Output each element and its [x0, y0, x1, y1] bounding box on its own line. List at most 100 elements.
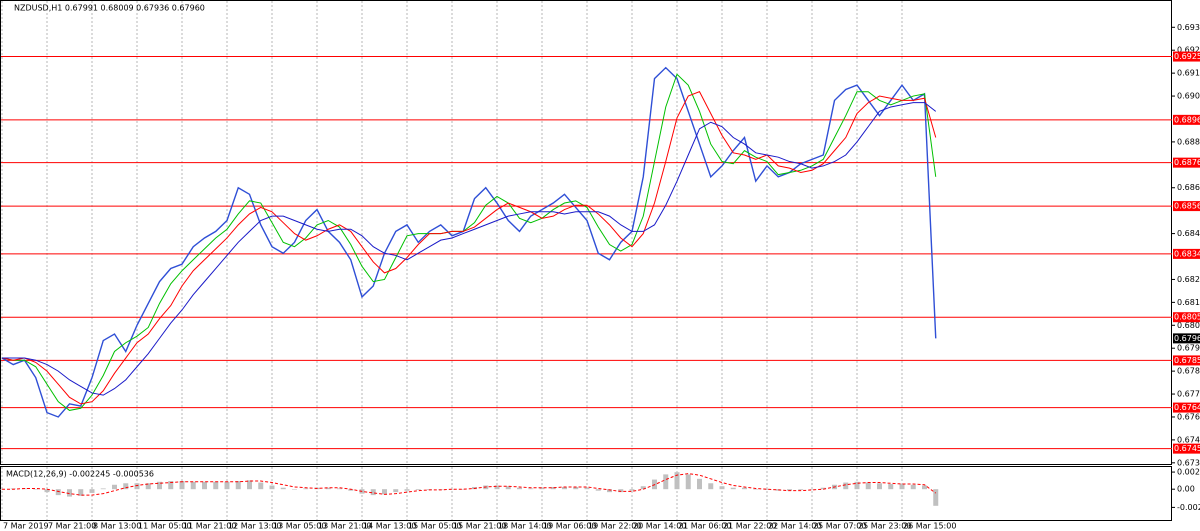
x-tick-label: 18 Mar 14:00	[498, 522, 551, 531]
x-tick-label: 25 Mar 23:00	[858, 522, 911, 531]
macd-bar	[922, 485, 927, 490]
macd-bar	[697, 478, 702, 490]
chart-title: NZDUSD,H1 0.67991 0.68009 0.67936 0.6796…	[14, 4, 205, 13]
macd-bar	[280, 487, 286, 490]
macd-bar	[764, 489, 770, 490]
level-label: 0.67643	[1174, 403, 1200, 412]
macd-bar	[787, 489, 792, 491]
x-tick-label: 11 Mar 21:00	[183, 522, 236, 531]
x-tick-label: 20 Mar 14:00	[633, 522, 686, 531]
level-label-bg	[1173, 443, 1200, 454]
level-label: 0.68347	[1174, 249, 1200, 258]
y-tick-label: 0.00	[1177, 485, 1195, 494]
x-tick-label: 13 Mar 21:00	[318, 522, 371, 531]
macd-bar	[877, 483, 882, 490]
macd-bar	[584, 487, 590, 490]
macd-bar	[854, 481, 860, 490]
y-tick-label: -0.00246	[1177, 503, 1200, 512]
macd-bar	[865, 482, 871, 490]
macd-bar	[730, 487, 736, 490]
y-tick-label: 0.68650	[1177, 183, 1200, 192]
macd-bar	[888, 484, 894, 490]
macd-bar	[292, 489, 297, 490]
macd-bar	[44, 489, 50, 493]
macd-bar	[134, 483, 140, 490]
macd-bar	[539, 487, 545, 490]
macd-bar	[348, 489, 354, 491]
macd-bar	[269, 485, 275, 490]
y-tick-label: 0.68860	[1177, 137, 1200, 146]
main-frame	[0, 0, 1172, 465]
macd-bar	[145, 483, 151, 490]
y-tick-label: 0.67600	[1177, 412, 1200, 421]
macd-bar	[78, 489, 84, 496]
macd-bar	[179, 481, 185, 490]
macd-bar	[370, 489, 376, 496]
y-tick-label: 0.67705	[1177, 390, 1200, 399]
y-tick-label: 0.002315	[1177, 468, 1200, 477]
macd-bar	[213, 481, 219, 490]
macd-bar	[325, 487, 331, 490]
y-tick-label: 0.69385	[1177, 23, 1200, 32]
macd-bar	[235, 481, 241, 490]
plot	[0, 66, 939, 506]
level-label: 0.68566	[1174, 202, 1200, 211]
current-price-bg	[1173, 333, 1200, 344]
macd-bar	[663, 474, 669, 490]
macd-bar	[820, 487, 826, 490]
level-label-bg	[1173, 51, 1200, 62]
x-tick-label: 15 Mar 21:00	[453, 522, 506, 531]
x-tick-label: 25 Mar 07:00	[813, 522, 866, 531]
macd-bar	[517, 487, 522, 490]
level-label-bg	[1173, 157, 1200, 168]
level-label-bg	[1173, 402, 1200, 413]
x-tick-label: 19 Mar 22:00	[588, 522, 641, 531]
level-label-bg	[1173, 355, 1200, 366]
y-tick-label: 0.69070	[1177, 92, 1200, 101]
x-tick-label: 8 Mar 13:00	[93, 522, 141, 531]
x-tick-label: 21 Mar 06:00	[678, 522, 731, 531]
level-label: 0.68765	[1174, 158, 1200, 167]
macd-bar	[67, 489, 72, 497]
macd-bar	[224, 481, 230, 490]
macd-bar	[607, 489, 612, 493]
macd-bar	[505, 486, 511, 490]
y-tick-label: 0.68230	[1177, 275, 1200, 284]
macd-frame	[0, 466, 1172, 521]
macd-bar	[55, 489, 61, 496]
macd-bar	[202, 481, 207, 490]
macd-bar	[123, 483, 129, 490]
macd-bar	[708, 483, 714, 490]
macd-bar	[933, 489, 939, 506]
x-tick-label: 7 Mar 2019	[3, 522, 49, 531]
macd-bar	[449, 489, 455, 490]
macd-bar	[595, 489, 601, 491]
level-label-bg	[1173, 248, 1200, 259]
x-tick-label: 22 Mar 14:00	[768, 522, 821, 531]
y-tick-label: 0.69175	[1177, 69, 1200, 78]
macd-bar	[404, 489, 410, 491]
macd-bar	[843, 482, 849, 490]
macd-bar	[550, 486, 556, 490]
macd-bar	[629, 489, 635, 491]
macd-bar	[910, 484, 916, 490]
series-line	[1, 91, 937, 405]
x-tick-label: 26 Mar 15:00	[903, 522, 956, 531]
macd-bar	[33, 489, 39, 490]
x-tick-label: 19 Mar 06:00	[543, 522, 596, 531]
y-tick-label: 0.67390	[1177, 458, 1200, 467]
macd-bar	[809, 489, 815, 490]
macd-bar	[247, 480, 252, 490]
macd-bar	[460, 489, 466, 490]
level-label-bg	[1173, 114, 1200, 125]
x-tick-label: 13 Mar 05:00	[273, 522, 326, 531]
y-tick-label: 0.67810	[1177, 367, 1200, 376]
macd-bar	[157, 481, 162, 490]
series-line	[1, 66, 937, 418]
macd-bar	[798, 489, 804, 490]
x-tick-label: 15 Mar 05:00	[408, 522, 461, 531]
series-line	[1, 73, 937, 411]
macd-bar	[685, 474, 691, 490]
level-label-bg	[1173, 201, 1200, 212]
